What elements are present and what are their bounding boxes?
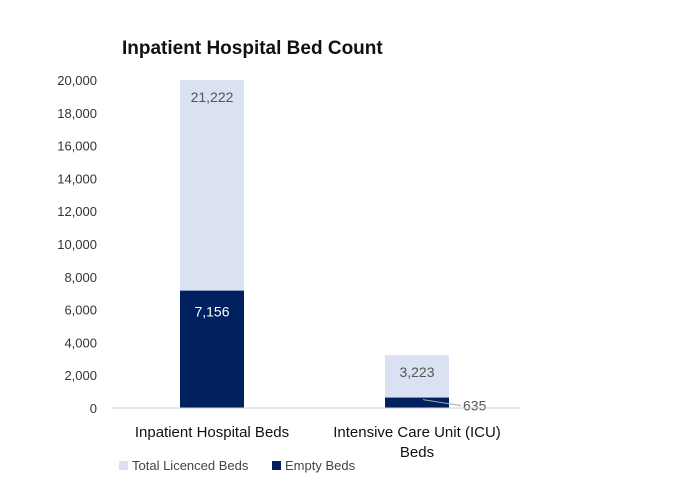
legend-item-empty-beds: Empty Beds (272, 458, 356, 473)
data-label-empty: 635 (463, 398, 487, 414)
y-tick-label: 2,000 (64, 368, 97, 383)
data-label-empty: 7,156 (194, 304, 229, 320)
legend-label: Empty Beds (285, 458, 356, 473)
y-tick-label: 6,000 (64, 303, 97, 318)
y-tick-label: 14,000 (57, 171, 97, 186)
y-tick-label: 8,000 (64, 270, 97, 285)
y-axis: 0 2,000 4,000 6,000 8,000 10,000 12,000 14,000 1… (57, 73, 97, 416)
x-tick-label: Beds (400, 444, 434, 461)
y-tick-label: 18,000 (57, 106, 97, 121)
x-tick-label: Inpatient Hospital Beds (135, 424, 289, 441)
legend-swatch (119, 461, 128, 470)
x-axis-labels: Inpatient Hospital Beds Intensive Care Un… (135, 424, 501, 461)
legend-swatch (272, 461, 281, 470)
bar-empty-beds (385, 397, 449, 408)
y-tick-label: 0 (90, 401, 97, 416)
y-tick-label: 16,000 (57, 139, 97, 154)
data-label-total: 21,222 (191, 89, 234, 105)
leader-line (422, 399, 462, 407)
x-tick-label: Intensive Care Unit (ICU) (333, 424, 501, 441)
chart-title: Inpatient Hospital Bed Count (122, 38, 383, 59)
data-label-total: 3,223 (399, 364, 434, 380)
y-tick-label: 12,000 (57, 204, 97, 219)
y-tick-label: 10,000 (57, 237, 97, 252)
y-tick-label: 4,000 (64, 335, 97, 350)
bar-empty-beds (180, 290, 244, 408)
bars: 21,222 3,223 7,156 635 (180, 80, 487, 414)
y-tick-label: 20,000 (57, 73, 97, 88)
legend-item-total-licenced-beds: Total Licenced Beds (119, 458, 249, 473)
legend-label: Total Licenced Beds (132, 458, 249, 473)
legend: Total Licenced Beds Empty Beds (119, 458, 356, 473)
